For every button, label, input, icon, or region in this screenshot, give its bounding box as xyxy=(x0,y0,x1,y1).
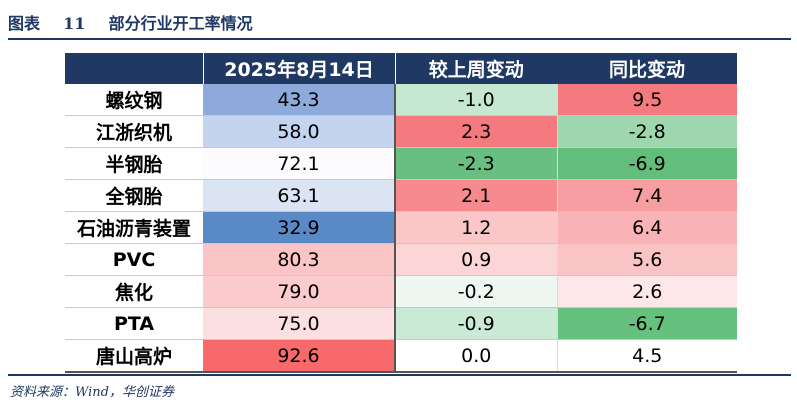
header-wow: 较上周变动 xyxy=(395,53,557,84)
industry-name: 全钢胎 xyxy=(65,179,203,212)
table-row: PVC 80.3 0.9 5.6 xyxy=(65,243,737,276)
table-row: 唐山高炉 92.6 0.0 4.5 xyxy=(65,339,737,373)
week-change: 2.3 xyxy=(395,115,558,148)
utilization-value: 63.1 xyxy=(203,179,396,212)
industry-name: PTA xyxy=(65,307,203,340)
industry-name: 螺纹钢 xyxy=(65,84,203,116)
industry-name: PVC xyxy=(65,243,203,276)
week-change: 0.9 xyxy=(395,243,558,276)
year-change: 9.5 xyxy=(557,84,737,116)
week-change: -2.3 xyxy=(395,147,558,180)
table-row: 焦化 79.0 -0.2 2.6 xyxy=(65,275,737,308)
utilization-value: 75.0 xyxy=(203,307,396,340)
caption-label: 图表 xyxy=(8,14,41,33)
utilization-value: 79.0 xyxy=(203,275,396,308)
week-change: 2.1 xyxy=(395,179,558,212)
utilization-value: 43.3 xyxy=(203,84,396,116)
year-change: 4.5 xyxy=(557,339,737,373)
header-name xyxy=(65,53,203,84)
industry-name: 江浙织机 xyxy=(65,115,203,148)
caption-title: 部分行业开工率情况 xyxy=(108,14,253,33)
utilization-value: 92.6 xyxy=(203,339,396,373)
week-change: -0.9 xyxy=(395,307,558,340)
header-yoy: 同比变动 xyxy=(557,53,737,84)
header-date: 2025年8月14日 xyxy=(202,53,396,84)
table-row: 全钢胎 63.1 2.1 7.4 xyxy=(65,179,737,212)
utilization-value: 80.3 xyxy=(203,243,396,276)
year-change: -6.9 xyxy=(557,147,737,180)
year-change: -6.7 xyxy=(557,307,737,340)
industry-name: 石油沥青装置 xyxy=(65,211,203,244)
year-change: 7.4 xyxy=(557,179,737,212)
figure-caption: 图表 11 部分行业开工率情况 xyxy=(8,10,253,34)
utilization-table: 2025年8月14日 较上周变动 同比变动 螺纹钢 43.3 -1.0 9.5 江浙织机… xyxy=(65,53,737,373)
year-change: 6.4 xyxy=(557,211,737,244)
week-change: -1.0 xyxy=(395,84,558,116)
table-row: 半钢胎 72.1 -2.3 -6.9 xyxy=(65,147,737,180)
year-change: 5.6 xyxy=(557,243,737,276)
week-change: 1.2 xyxy=(395,211,558,244)
industry-name: 唐山高炉 xyxy=(65,339,203,373)
source-note: 资料来源：Wind，华创证券 xyxy=(10,385,174,400)
year-change: -2.8 xyxy=(557,115,737,148)
table-body: 螺纹钢 43.3 -1.0 9.5 江浙织机 58.0 2.3 -2.8 半钢胎 72.1 -2.3… xyxy=(65,84,737,373)
year-change: 2.6 xyxy=(557,275,737,308)
industry-name: 半钢胎 xyxy=(65,147,203,180)
utilization-value: 72.1 xyxy=(203,147,396,180)
table-header-row: 2025年8月14日 较上周变动 同比变动 xyxy=(65,53,737,84)
utilization-value: 32.9 xyxy=(203,211,396,244)
table-row: 螺纹钢 43.3 -1.0 9.5 xyxy=(65,84,737,116)
table-row: 石油沥青装置 32.9 1.2 6.4 xyxy=(65,211,737,244)
bottom-rule xyxy=(8,374,791,376)
industry-name: 焦化 xyxy=(65,275,203,308)
week-change: -0.2 xyxy=(395,275,558,308)
table-row: 江浙织机 58.0 2.3 -2.8 xyxy=(65,115,737,148)
utilization-value: 58.0 xyxy=(203,115,396,148)
top-rule xyxy=(8,38,791,40)
week-change: 0.0 xyxy=(395,339,558,373)
caption-number: 11 xyxy=(63,14,86,33)
table-row: PTA 75.0 -0.9 -6.7 xyxy=(65,307,737,340)
